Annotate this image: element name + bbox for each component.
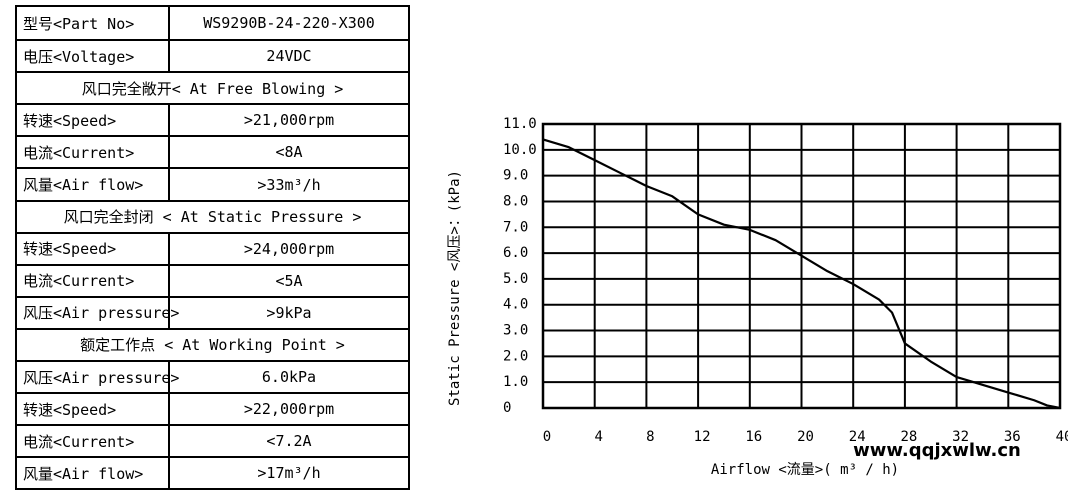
row-value: >22,000rpm [243,400,335,419]
row-label: 电流<Current> [17,265,170,296]
row-label: 电流<Current> [17,426,170,457]
y-tick-label: 10.0 [503,142,537,158]
y-tick-label: 5.0 [503,271,528,287]
table-row: 风压<Air pressure> 6.0kPa [17,360,408,393]
row-label: 电流<Current> [17,137,170,168]
x-tick-label: 0 [543,429,551,445]
x-tick-label: 28 [900,429,917,445]
y-tick-label: 11.0 [503,116,537,132]
y-tick-label: 1.0 [503,374,528,390]
table-row: 风量<Air flow> >33m³/h [17,167,408,200]
x-tick-label: 40 [1056,429,1068,445]
table-row: 电流<Current> <7.2A [17,424,408,457]
table-row: 电流<Current> <5A [17,263,408,296]
table-row: 转速<Speed> >22,000rpm [17,392,408,425]
x-tick-label: 8 [646,429,654,445]
x-tick-label: 16 [745,429,762,445]
row-value: <8A [275,143,303,162]
y-tick-label: 2.0 [503,348,528,364]
table-row: 风口完全敞开< At Free Blowing > [17,71,408,103]
row-value: WS9290B-24-220-X300 [203,14,375,33]
y-axis-title: Static Pressure <风压>：(kPa) [447,170,463,406]
y-tick-label: 7.0 [503,219,528,235]
row-label: 风量<Air flow> [17,169,170,200]
section-header: 风口完全敞开< At Free Blowing > [81,79,344,98]
row-label: 风压<Air pressure> [17,297,179,328]
row-label: 型号<Part No> [17,7,170,40]
table-row: 转速<Speed> >21,000rpm [17,103,408,136]
x-tick-label: 4 [594,429,602,445]
row-label: 电压<Voltage> [17,41,170,72]
spec-table: 型号<Part No> WS9290B-24-220-X300 电压<Voltage… [15,5,410,491]
row-value: <5A [275,271,303,290]
x-tick-label: 36 [1004,429,1021,445]
y-tick-label: 4.0 [503,297,528,313]
table-row: 型号<Part No> WS9290B-24-220-X300 [17,7,408,40]
y-tick-label: 6.0 [503,245,528,261]
row-value: 6.0kPa [261,368,317,387]
row-label: 转速<Speed> [17,394,170,425]
table-row: 风口完全封闭 < At Static Pressure > [17,199,408,232]
table-row: 风压<Air pressure> >9kPa [17,295,408,328]
x-tick-label: 20 [797,429,814,445]
section-header: 额定工作点 < At Working Point > [80,336,345,355]
y-tick-label: 3.0 [503,323,528,339]
row-label: 转速<Speed> [17,105,170,136]
table-row: 转速<Speed> >24,000rpm [17,231,408,264]
row-value: >24,000rpm [243,239,335,258]
row-label: 转速<Speed> [17,233,170,264]
table-row: 额定工作点 < At Working Point > [17,327,408,360]
watermark: www.qqjxwlw.cn [853,440,1021,461]
y-tick-label: 9.0 [503,168,528,184]
x-tick-label: 32 [952,429,969,445]
y-tick-label: 0 [503,400,511,416]
row-value: <7.2A [266,432,312,451]
table-row: 电流<Current> <8A [17,135,408,168]
plot-border [541,122,1062,410]
row-value: >33m³/h [257,175,321,194]
row-label: 风量<Air flow> [17,458,170,489]
row-value: >9kPa [266,303,312,322]
y-tick-label: 8.0 [503,193,528,209]
table-row: 电压<Voltage> 24VDC [17,39,408,72]
table-row: 风量<Air flow> >17m³/h [17,456,408,489]
row-value: 24VDC [266,47,312,66]
curve [542,138,1061,410]
section-header: 风口完全封闭 < At Static Pressure > [63,208,362,227]
row-value: >17m³/h [257,464,321,483]
x-axis-title: Airflow <流量>( m³ / h) [711,462,899,478]
row-value: >21,000rpm [243,111,335,130]
x-tick-label: 24 [849,429,866,445]
x-tick-label: 12 [694,429,711,445]
row-label: 风压<Air pressure> [17,362,179,393]
